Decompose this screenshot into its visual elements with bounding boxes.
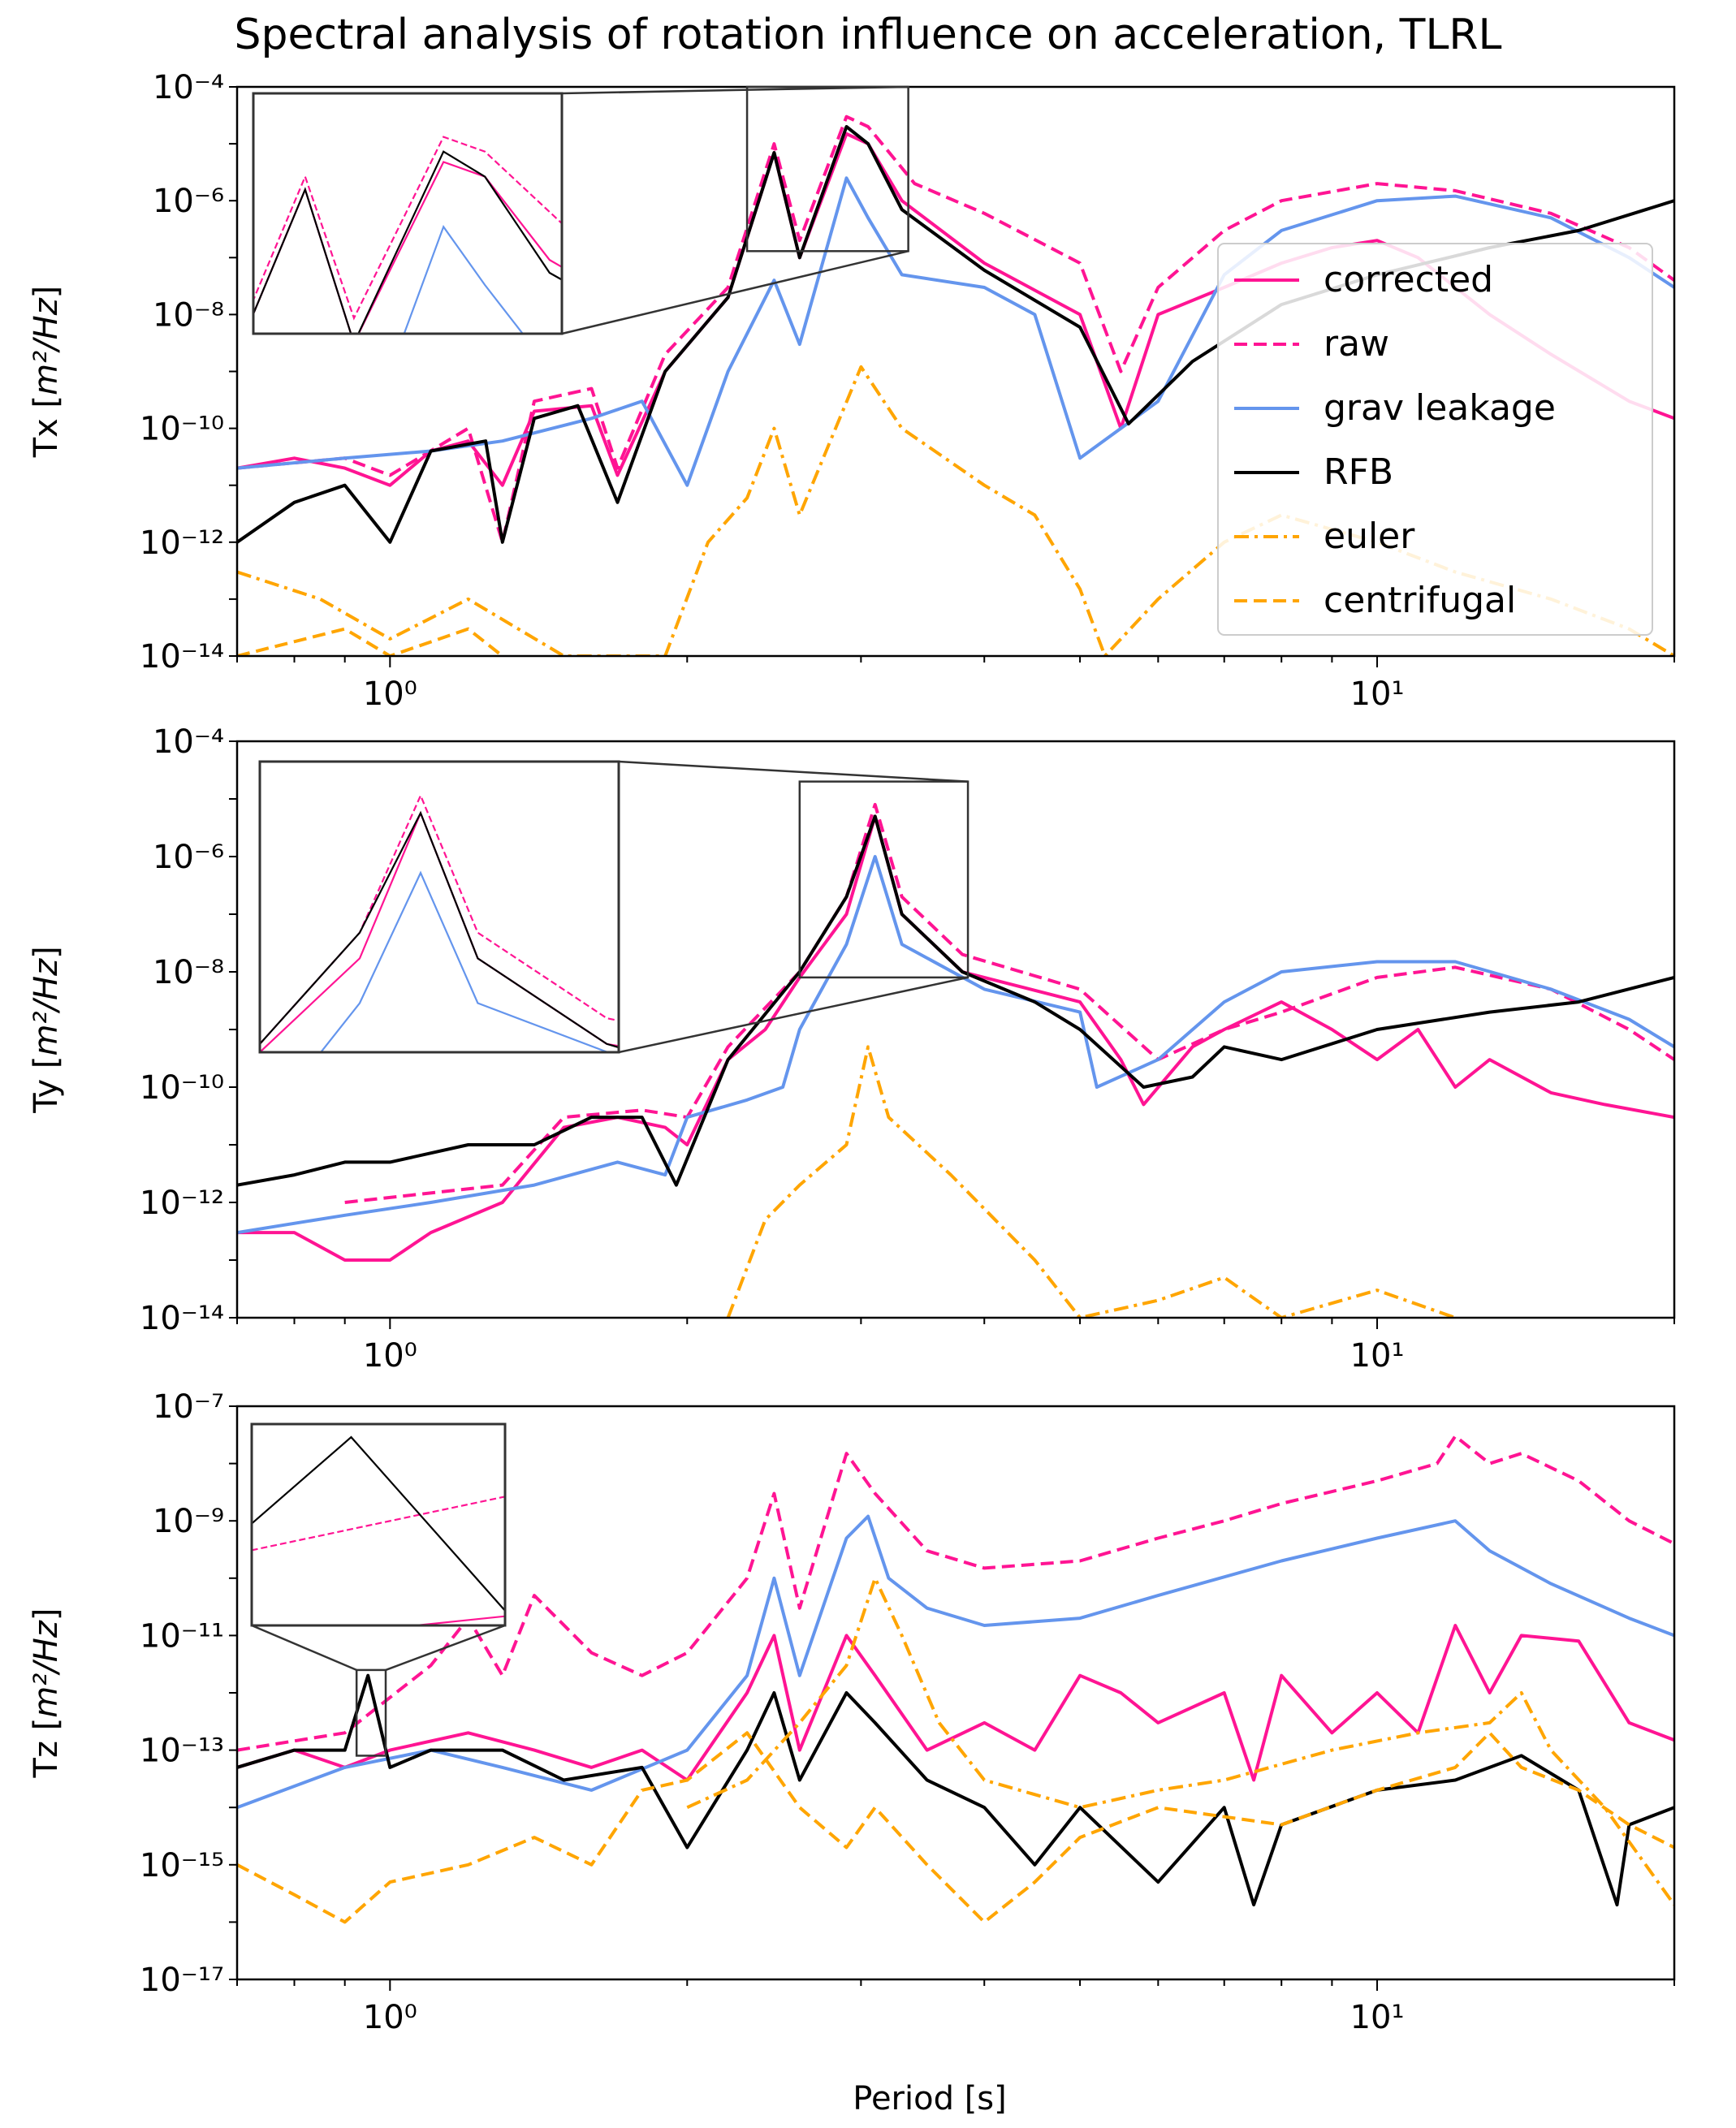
ty-inset-series-group xyxy=(260,793,619,1052)
tz-series-RFB xyxy=(237,1673,1674,1907)
tz-inset-frame xyxy=(250,1422,507,1627)
tx-y-tick-label: 10⁻¹⁰ xyxy=(140,411,224,448)
ty-x-tick-label: 10¹ xyxy=(1350,1337,1405,1375)
tz-y-tick-label: 10⁻¹⁵ xyxy=(140,1847,224,1884)
tz-y-tick-label: 10⁻⁹ xyxy=(153,1503,224,1540)
tx-legend-label-euler: euler xyxy=(1324,516,1415,557)
tz-series-euler xyxy=(686,1576,1674,1906)
tz-y-label-unit: m²/Hz xyxy=(28,1620,65,1718)
tz-y-label-end: ] xyxy=(28,1608,65,1621)
ty-series-raw xyxy=(344,802,1674,1204)
tx-y-tick-label: 10⁻¹² xyxy=(140,524,224,562)
tx-series-centrifugal xyxy=(237,627,504,656)
panel-tz: 10⁰ 10¹ 10⁻⁷ 10⁻⁹ 10⁻¹¹ 10⁻¹³ 10⁻¹⁵ 10⁻¹⁷ Tz [m²… xyxy=(0,1063,1736,2036)
tz-y-tick-label: 10⁻¹¹ xyxy=(140,1617,224,1655)
ty-y-tick-label: 10⁻¹⁴ xyxy=(140,1300,224,1337)
tx-inset-series-raw xyxy=(253,136,562,321)
tx-inset-series-corrected xyxy=(253,161,562,334)
tz-y-tick-label: 10⁻¹³ xyxy=(140,1733,224,1770)
ty-y-label-end: ] xyxy=(28,946,65,959)
tz-zoom-connector xyxy=(251,1624,357,1672)
tx-zoom-region xyxy=(745,85,909,253)
tz-y-tick-label: 10⁻⁷ xyxy=(153,1388,224,1426)
tz-series-group xyxy=(237,1434,1674,1924)
tz-y-tick-label: 10⁻¹⁷ xyxy=(140,1962,224,1999)
tx-zoom-connector xyxy=(561,250,909,335)
ty-zoom-connector xyxy=(618,976,969,1054)
x-axis-label: Period [s] xyxy=(853,2080,1007,2117)
ty-y-label-unit: m²/Hz xyxy=(28,958,65,1056)
tz-y-axis-label: Tz [m²/Hz] xyxy=(28,1608,65,1779)
tz-inset-series-grav-leakage xyxy=(0,1063,1736,1747)
ty-zoom-connector xyxy=(618,760,969,783)
tx-inset-frame xyxy=(252,92,564,335)
figure-title: Spectral analysis of rotation influence … xyxy=(234,11,1501,59)
tz-x-tick-label: 10¹ xyxy=(1350,1999,1405,2036)
ty-series-euler xyxy=(726,1045,1456,1318)
tx-legend-label-RFB: RFB xyxy=(1324,451,1393,493)
tz-series-raw xyxy=(237,1434,1674,1752)
tx-y-tick-label: 10⁻⁴ xyxy=(153,69,224,106)
tx-y-label-unit: m²/Hz xyxy=(28,297,65,395)
tx-inset-series-RFB xyxy=(253,150,562,334)
tz-zoom-region xyxy=(355,1668,387,1757)
ty-x-tick-label: 10⁰ xyxy=(363,1337,417,1375)
ty-y-label-main: Ty [ xyxy=(28,1055,65,1113)
tx-y-axis-label: Tx [m²/Hz] xyxy=(28,286,65,459)
tz-y-label-main: Tz [ xyxy=(28,1718,65,1779)
tx-legend-label-raw: raw xyxy=(1324,323,1389,365)
ty-zoom-region xyxy=(798,780,969,979)
tx-series-grav-leakage xyxy=(237,176,1674,487)
tz-x-tick-label: 10⁰ xyxy=(363,1999,417,2036)
ty-y-tick-label: 10⁻¹² xyxy=(140,1185,224,1222)
tz-series-corrected xyxy=(237,1624,1674,1782)
ty-series-RFB xyxy=(237,814,1674,1187)
tx-legend-label-corrected: corrected xyxy=(1324,259,1493,300)
tx-y-tick-label: 10⁻⁶ xyxy=(153,183,224,220)
ty-y-tick-label: 10⁻⁴ xyxy=(153,723,224,761)
tx-inset-background xyxy=(253,93,562,334)
tx-legend: corrected raw grav leakage RFB euler centrifu… xyxy=(1217,243,1653,636)
ty-y-axis-label: Ty [m²/Hz] xyxy=(28,946,65,1113)
ty-inset-background xyxy=(260,762,619,1052)
tx-x-tick-label: 10¹ xyxy=(1350,676,1405,713)
tx-inset-series-group xyxy=(253,136,562,334)
tz-inset-series-centrifugal xyxy=(0,1572,1736,2017)
tx-y-label-end: ] xyxy=(28,286,65,299)
ty-inset-frame xyxy=(258,760,620,1054)
ty-inset-series-grav-leakage xyxy=(319,870,611,1052)
ty-inset-series-RFB xyxy=(260,810,619,1049)
tz-zoom-connector xyxy=(385,1624,506,1672)
tz-inset-background xyxy=(252,1424,505,1625)
ty-y-tick-label: 10⁻⁶ xyxy=(153,839,224,876)
ty-series-group xyxy=(237,802,1674,1318)
tx-y-tick-label: 10⁻⁸ xyxy=(153,296,224,334)
tx-x-tick-label: 10⁰ xyxy=(363,676,417,713)
ty-y-tick-label: 10⁻⁸ xyxy=(153,954,224,991)
panel-tx: 10⁰ 10¹ 10⁻⁴ 10⁻⁶ 10⁻⁸ 10⁻¹⁰ 10⁻¹² 10⁻¹⁴ Tx [m²/… xyxy=(28,69,1676,713)
ty-series-grav-leakage xyxy=(237,855,1674,1235)
tx-zoom-connector xyxy=(561,85,909,95)
tx-legend-box xyxy=(1217,243,1653,636)
tz-series-grav-leakage xyxy=(237,1514,1674,1810)
tx-legend-label-grav-leakage: grav leakage xyxy=(1324,387,1556,429)
tz-series-centrifugal xyxy=(237,1731,1674,1924)
tx-legend-label-centrifugal: centrifugal xyxy=(1324,580,1516,621)
panel-ty: 10⁰ 10¹ 10⁻⁴ 10⁻⁶ 10⁻⁸ 10⁻¹⁰ 10⁻¹² 10⁻¹⁴ Ty [m²/… xyxy=(28,723,1676,1375)
tx-y-tick-label: 10⁻¹⁴ xyxy=(140,638,224,676)
ty-y-tick-label: 10⁻¹⁰ xyxy=(140,1069,224,1107)
tx-y-label-main: Tx [ xyxy=(28,395,65,458)
